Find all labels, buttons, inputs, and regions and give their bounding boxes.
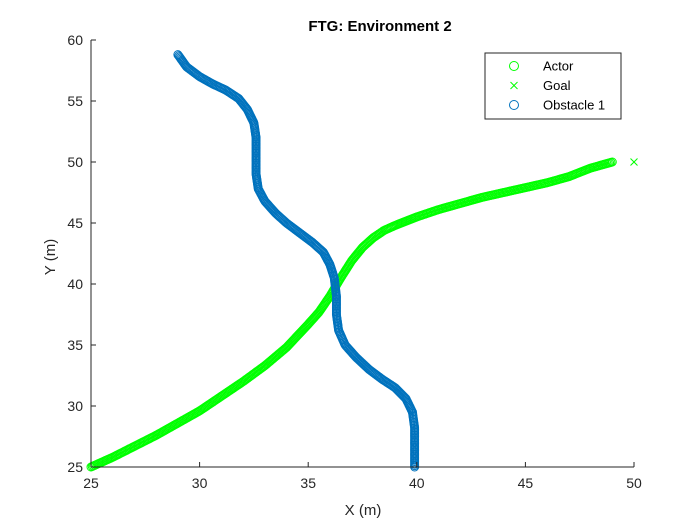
series-actor [86, 157, 617, 472]
legend-label: Goal [543, 78, 571, 93]
x-tick-label: 45 [518, 475, 534, 491]
legend-box [484, 52, 622, 120]
series-layer [86, 50, 638, 472]
legend-marker [509, 61, 519, 71]
y-axis-label: Y (m) [42, 239, 59, 275]
x-tick-label: 30 [192, 475, 208, 491]
x-ticks: 25 30 35 40 45 50 [83, 462, 642, 491]
x-tick-label: 50 [626, 475, 642, 491]
x-tick-label: 35 [300, 475, 316, 491]
y-tick-label: 30 [67, 398, 83, 414]
actor-point [607, 157, 617, 167]
x-tick-label: 40 [409, 475, 425, 491]
series-obstacle-1 [173, 50, 420, 472]
y-tick-label: 50 [67, 154, 83, 170]
legend-goal-marker [510, 81, 518, 90]
legend-label: Actor [543, 59, 574, 74]
x-axis-label: X (m) [345, 502, 382, 519]
y-tick-label: 45 [67, 215, 83, 231]
goal-marker [630, 158, 638, 166]
y-tick-label: 25 [67, 459, 83, 475]
y-tick-label: 55 [67, 93, 83, 109]
y-ticks: 25 30 35 40 45 50 55 60 [67, 32, 96, 475]
legend-marker [509, 100, 519, 110]
legend-label: Obstacle 1 [543, 98, 605, 113]
chart-title: FTG: Environment 2 [308, 18, 451, 35]
legend: Actor Goal Obstacle 1 [484, 52, 622, 120]
series-goal [630, 158, 638, 166]
x-tick-label: 25 [83, 475, 99, 491]
y-tick-label: 60 [67, 32, 83, 48]
y-tick-label: 40 [67, 276, 83, 292]
y-tick-label: 35 [67, 337, 83, 353]
